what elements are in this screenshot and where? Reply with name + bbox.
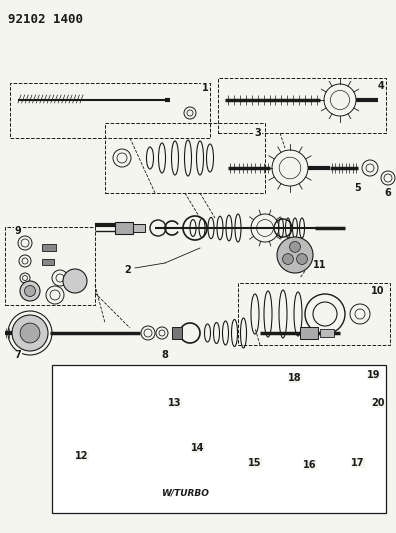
Text: 20: 20	[371, 398, 385, 408]
Text: 14: 14	[191, 443, 205, 453]
Text: W/TURBO: W/TURBO	[161, 489, 209, 498]
Text: 7: 7	[15, 350, 21, 360]
Circle shape	[163, 411, 187, 435]
Circle shape	[25, 286, 36, 296]
Circle shape	[289, 241, 301, 252]
Text: 13: 13	[168, 398, 182, 408]
Text: 16: 16	[303, 460, 317, 470]
Circle shape	[293, 426, 317, 450]
Circle shape	[12, 315, 48, 351]
Bar	[10, 83, 210, 138]
Bar	[172, 327, 182, 339]
Text: 8: 8	[162, 350, 168, 360]
Circle shape	[20, 323, 40, 343]
Text: 19: 19	[367, 370, 381, 380]
Bar	[133, 224, 145, 232]
Bar	[238, 283, 390, 345]
Circle shape	[277, 237, 313, 273]
Circle shape	[20, 281, 40, 301]
Bar	[105, 123, 265, 193]
Bar	[300, 327, 318, 339]
Bar	[42, 259, 54, 265]
Bar	[52, 365, 386, 513]
Text: 6: 6	[385, 188, 391, 198]
Text: 2: 2	[125, 265, 131, 275]
Text: 1: 1	[202, 83, 208, 93]
Circle shape	[283, 254, 293, 264]
Bar	[218, 78, 386, 133]
Text: 17: 17	[351, 458, 365, 468]
Text: 15: 15	[248, 458, 262, 468]
Bar	[320, 329, 334, 337]
Text: 5: 5	[355, 183, 362, 193]
Text: 9: 9	[15, 226, 21, 236]
Bar	[115, 222, 133, 234]
Circle shape	[297, 254, 307, 264]
Text: 92102 1400: 92102 1400	[8, 13, 83, 26]
Text: 4: 4	[378, 81, 385, 91]
Text: 18: 18	[288, 373, 302, 383]
Bar	[5, 227, 95, 305]
Text: 3: 3	[255, 128, 261, 138]
Bar	[42, 244, 56, 251]
Circle shape	[283, 416, 327, 460]
Circle shape	[241, 419, 269, 447]
Text: 12: 12	[75, 451, 89, 461]
Text: 11: 11	[313, 260, 327, 270]
Circle shape	[63, 269, 87, 293]
Text: 10: 10	[371, 286, 385, 296]
Circle shape	[230, 408, 280, 458]
